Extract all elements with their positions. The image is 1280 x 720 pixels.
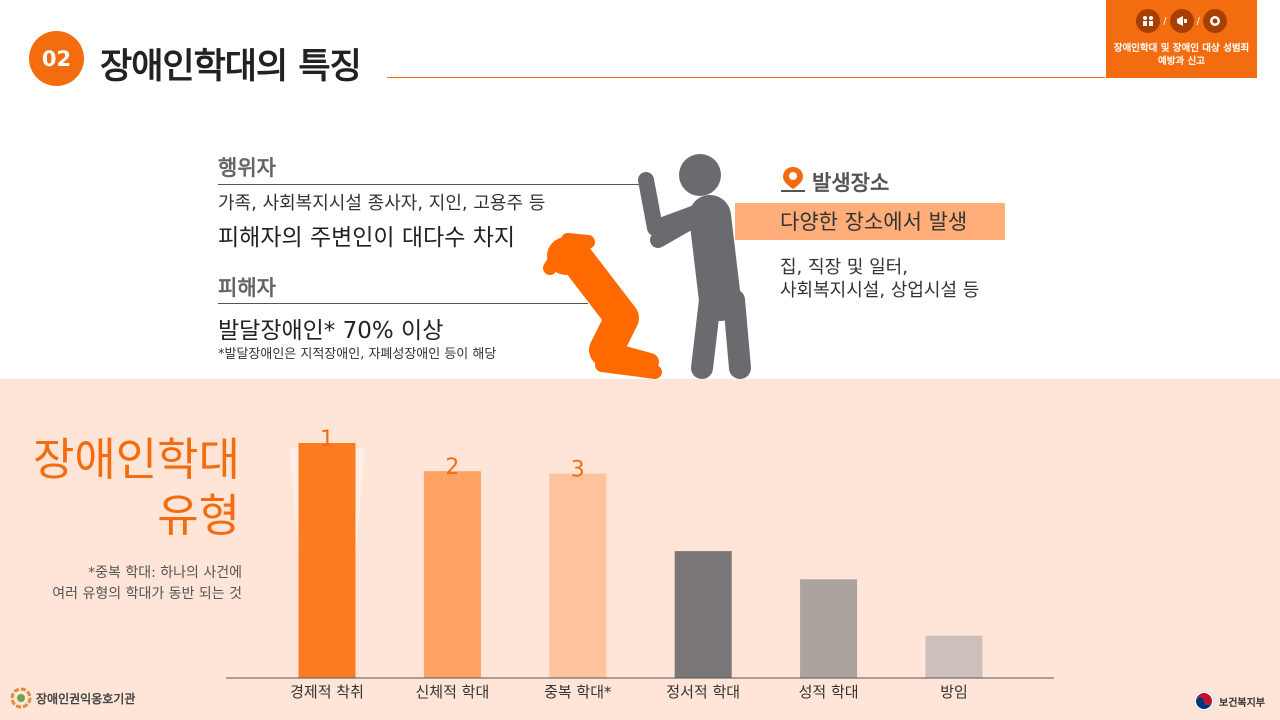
divider-slash: /: [1196, 15, 1200, 27]
corner-label-line2: 예방과 신고: [1157, 56, 1205, 67]
abuse-types-note-line2: 여러 유형의 학대가 동반 되는 것: [52, 586, 242, 602]
chart-category-label: 중복 학대*: [544, 683, 612, 701]
chart-bars: [289, 443, 983, 678]
place-highlight-band: [735, 203, 1005, 240]
place-label: 발생장소: [812, 171, 890, 195]
chart-bar: [925, 635, 983, 678]
chart-category-label: 신체적 학대: [416, 683, 490, 701]
abuse-types-note-line1: *중복 학대: 하나의 사건에: [88, 565, 242, 581]
chart-rank-label: 1: [320, 427, 334, 452]
footer-left-logo: 장애인권익옹호기관: [10, 687, 135, 709]
chart-labels: 경제적 착취 1 신체적 학대 2 중복 학대* 3 정서적 학대 성적 학대 방임: [290, 427, 968, 701]
abuse-illustration: [543, 154, 751, 379]
abuse-types-note: *중복 학대: 하나의 사건에 여러 유형의 학대가 동반 되는 것: [20, 563, 242, 605]
victim-figure-icon: [543, 233, 662, 379]
phone-icon: [1202, 9, 1227, 33]
chart-bar: [800, 579, 858, 678]
corner-label: 장애인학대 및 장애인 대상 성범죄 예방과 신고: [1106, 42, 1257, 68]
people-icon: [1136, 9, 1161, 33]
perpetrator-figure-icon: [638, 154, 751, 379]
chart-rank-label: 2: [445, 455, 459, 480]
victim-rule: [218, 303, 588, 304]
victim-note: *발달장애인은 지적장애인, 자폐성장애인 등이 해당: [218, 347, 497, 362]
ministry-logo-icon: [1193, 690, 1215, 712]
abuse-types-title: 장애인학대 유형: [20, 432, 240, 544]
abuse-types-title-line1: 장애인학대: [32, 433, 240, 486]
place-detail-line2: 사회복지시설, 상업시설 등: [780, 280, 980, 301]
chart-category-label: 정서적 학대: [666, 683, 740, 701]
chart-bar: [549, 473, 607, 678]
chart-bar: [298, 443, 356, 678]
chart-bar: [674, 551, 732, 678]
footer-left-org: 장애인권익옹호기관: [36, 691, 136, 706]
section-number-badge: 02: [29, 31, 84, 86]
divider-slash: /: [1163, 15, 1167, 27]
corner-label-line1: 장애인학대 및 장애인 대상 성범죄: [1113, 43, 1250, 54]
victim-label: 피해자: [218, 276, 276, 300]
megaphone-icon: [1169, 9, 1194, 33]
place-detail-line1: 집, 직장 및 일터,: [780, 257, 908, 278]
org-logo-icon: [10, 687, 32, 709]
perpetrator-detail: 가족, 사회복지시설 종사자, 지인, 고용주 등: [218, 193, 546, 214]
location-pin-icon: [781, 167, 805, 192]
chart-rank-label: 3: [571, 458, 585, 483]
chart-category-label: 성적 학대: [799, 683, 859, 701]
perpetrator-label: 행위자: [218, 156, 276, 180]
chart-bar: [423, 471, 481, 678]
corner-icon-row: / /: [1106, 9, 1257, 33]
abuse-types-title-line2: 유형: [157, 489, 240, 542]
footer-right-org: 보건복지부: [1219, 697, 1265, 709]
perpetrator-rule: [218, 184, 653, 185]
chart-category-label: 방임: [940, 683, 968, 701]
abuse-types-section: [0, 379, 1280, 720]
page-title: 장애인학대의 특징: [100, 47, 362, 87]
victim-summary: 발달장애인* 70% 이상: [218, 318, 444, 344]
place-summary: 다양한 장소에서 발생: [780, 210, 968, 234]
chart-category-label: 경제적 착취: [290, 683, 364, 701]
campaign-corner-badge: / / 장애인학대 및 장애인 대상 성범죄 예방과 신고: [1106, 0, 1257, 78]
perpetrator-summary: 피해자의 주변인이 대다수 차지: [218, 225, 516, 251]
footer-right-logo: 보건복지부: [1193, 690, 1265, 712]
abuse-types-bar-chart: 경제적 착취 1 신체적 학대 2 중복 학대* 3 정서적 학대 성적 학대 방임: [226, 427, 1054, 701]
title-underline: [387, 77, 1105, 78]
